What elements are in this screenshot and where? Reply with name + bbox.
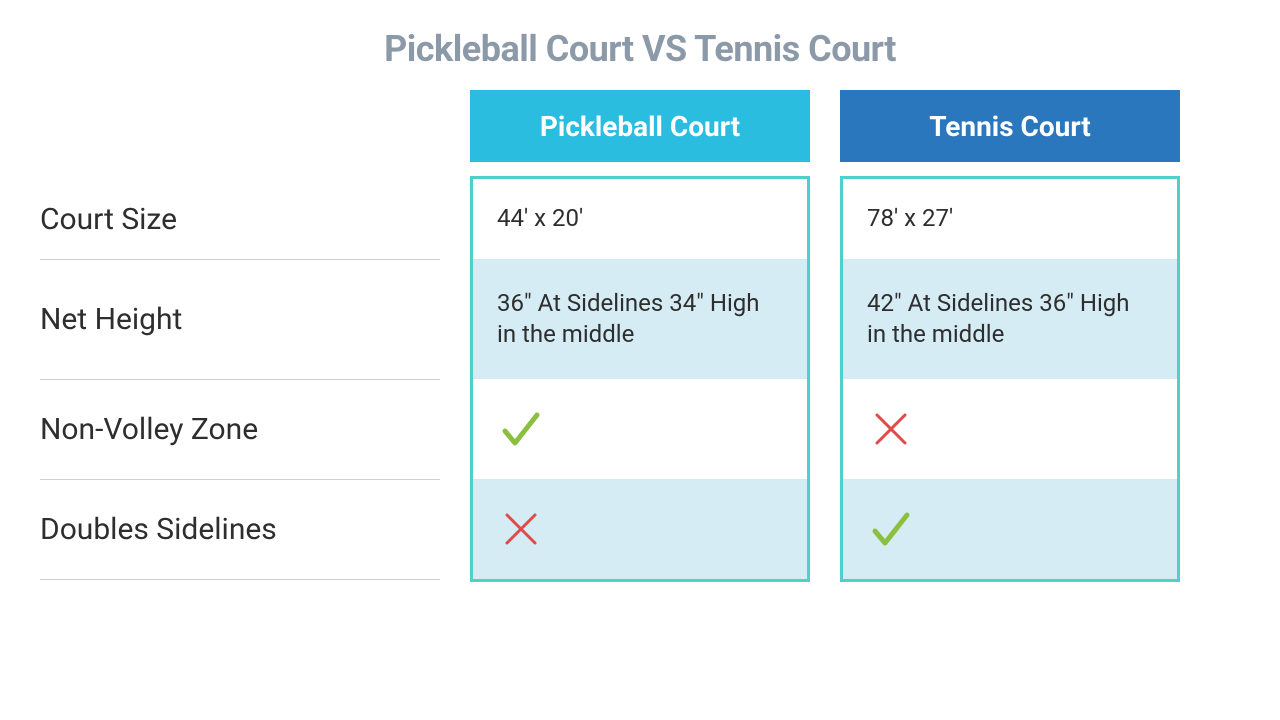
cell — [843, 379, 1177, 479]
column-body-tennis: 78' x 27' 42" At Sidelines 36" High in t… — [840, 176, 1180, 582]
column-header-tennis: Tennis Court — [840, 90, 1180, 162]
pickleball-column: Pickleball Court 44' x 20' 36" At Sideli… — [470, 90, 810, 582]
cross-icon — [867, 405, 915, 453]
row-label: Non-Volley Zone — [40, 380, 440, 480]
check-icon — [497, 405, 545, 453]
row-label: Doubles Sidelines — [40, 480, 440, 580]
row-label: Court Size — [40, 180, 440, 260]
check-icon — [867, 505, 915, 553]
row-label: Net Height — [40, 260, 440, 380]
row-labels-column: Court Size Net Height Non-Volley Zone Do… — [40, 90, 440, 582]
cell: 78' x 27' — [843, 179, 1177, 259]
cell: 36" At Sidelines 34" High in the middle — [473, 259, 807, 379]
column-header-pickleball: Pickleball Court — [470, 90, 810, 162]
cell: 42" At Sidelines 36" High in the middle — [843, 259, 1177, 379]
cell: 44' x 20' — [473, 179, 807, 259]
cross-icon — [497, 505, 545, 553]
cell — [473, 379, 807, 479]
tennis-column: Tennis Court 78' x 27' 42" At Sidelines … — [840, 90, 1180, 582]
comparison-grid: Court Size Net Height Non-Volley Zone Do… — [0, 90, 1280, 582]
cell — [843, 479, 1177, 579]
page-title: Pickleball Court VS Tennis Court — [0, 0, 1280, 90]
column-body-pickleball: 44' x 20' 36" At Sidelines 34" High in t… — [470, 176, 810, 582]
cell — [473, 479, 807, 579]
